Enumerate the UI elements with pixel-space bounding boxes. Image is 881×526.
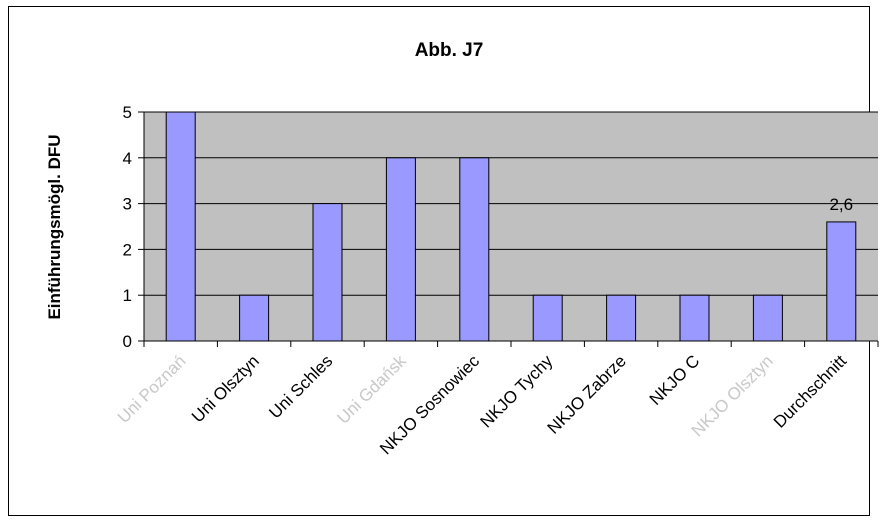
- bar: [752, 294, 783, 342]
- x-tick-label: NKJO C: [646, 351, 704, 409]
- bar: [239, 294, 270, 342]
- bar: [679, 294, 710, 342]
- x-tick-label: Uni Gdańsk: [333, 351, 410, 428]
- x-tick-label: Uni Olsztyn: [188, 351, 263, 426]
- data-label: 2,6: [829, 195, 853, 214]
- y-tick-label: 2: [123, 240, 132, 259]
- y-tick-label: 4: [123, 149, 132, 168]
- x-tick-label: Uni Schles: [265, 351, 336, 422]
- bar: [459, 157, 490, 342]
- x-tick-label: Uni Poznań: [114, 351, 190, 427]
- bar: [826, 221, 857, 342]
- x-tick-label: NKJO Tychy: [477, 351, 557, 431]
- y-tick-label: 5: [123, 103, 132, 122]
- y-tick-label: 0: [123, 332, 132, 351]
- y-tick-label: 1: [123, 286, 132, 305]
- x-tick-label: NKJO Zabrze: [544, 351, 630, 437]
- y-axis-label: Einführungsmögl. DFU: [45, 134, 64, 319]
- bar: [385, 157, 416, 342]
- bar: [532, 294, 563, 342]
- x-tick-label: Durchschnitt: [770, 351, 850, 431]
- bar: [312, 203, 343, 342]
- bar: [165, 111, 196, 342]
- chart-title: Abb. J7: [415, 40, 484, 61]
- y-tick-label: 3: [123, 195, 132, 214]
- bar: [606, 294, 637, 342]
